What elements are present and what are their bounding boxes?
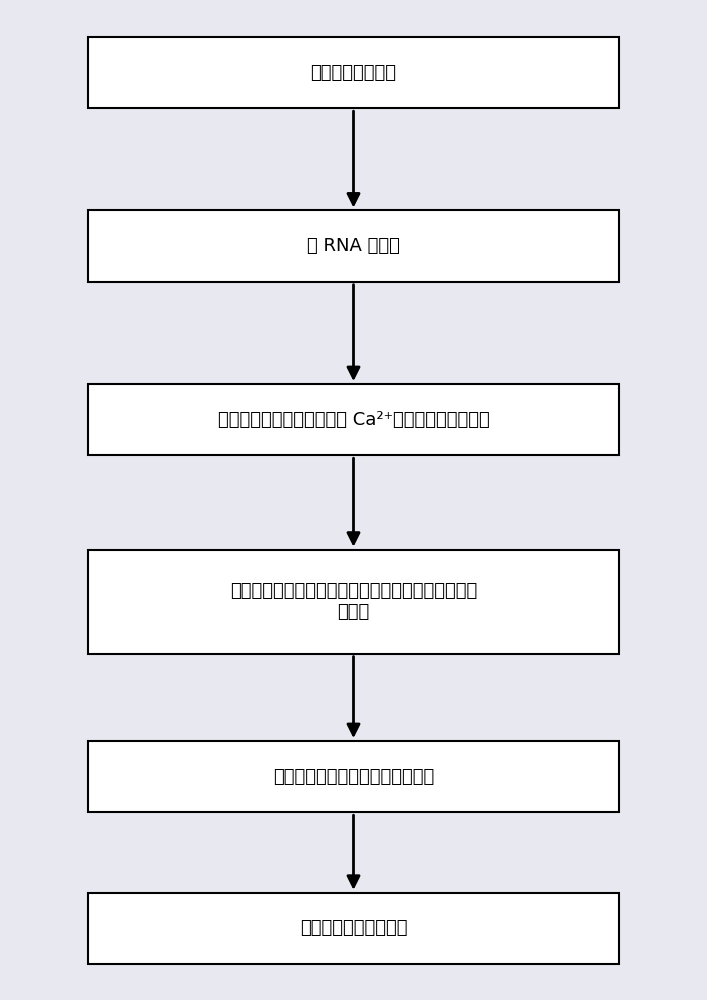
Text: 沙地柏钙营养及干旱信号感应基因的合成，表达载体
的构建: 沙地柏钙营养及干旱信号感应基因的合成，表达载体 的构建 xyxy=(230,582,477,621)
Text: 沙地柏植物的培养: 沙地柏植物的培养 xyxy=(310,64,397,82)
Text: 转基因植物的获得（拟南芥转化）: 转基因植物的获得（拟南芥转化） xyxy=(273,768,434,786)
Text: 总 RNA 的提取: 总 RNA 的提取 xyxy=(307,237,400,255)
FancyBboxPatch shape xyxy=(88,550,619,654)
FancyBboxPatch shape xyxy=(88,384,619,455)
FancyBboxPatch shape xyxy=(88,741,619,812)
FancyBboxPatch shape xyxy=(88,37,619,108)
FancyBboxPatch shape xyxy=(88,893,619,964)
Text: 转录组序列鉴定分析，确定 Ca²⁺结合蛋白种类和数量: 转录组序列鉴定分析，确定 Ca²⁺结合蛋白种类和数量 xyxy=(218,411,489,429)
FancyBboxPatch shape xyxy=(88,210,619,282)
Text: 转基因植物的表型验证: 转基因植物的表型验证 xyxy=(300,919,407,937)
